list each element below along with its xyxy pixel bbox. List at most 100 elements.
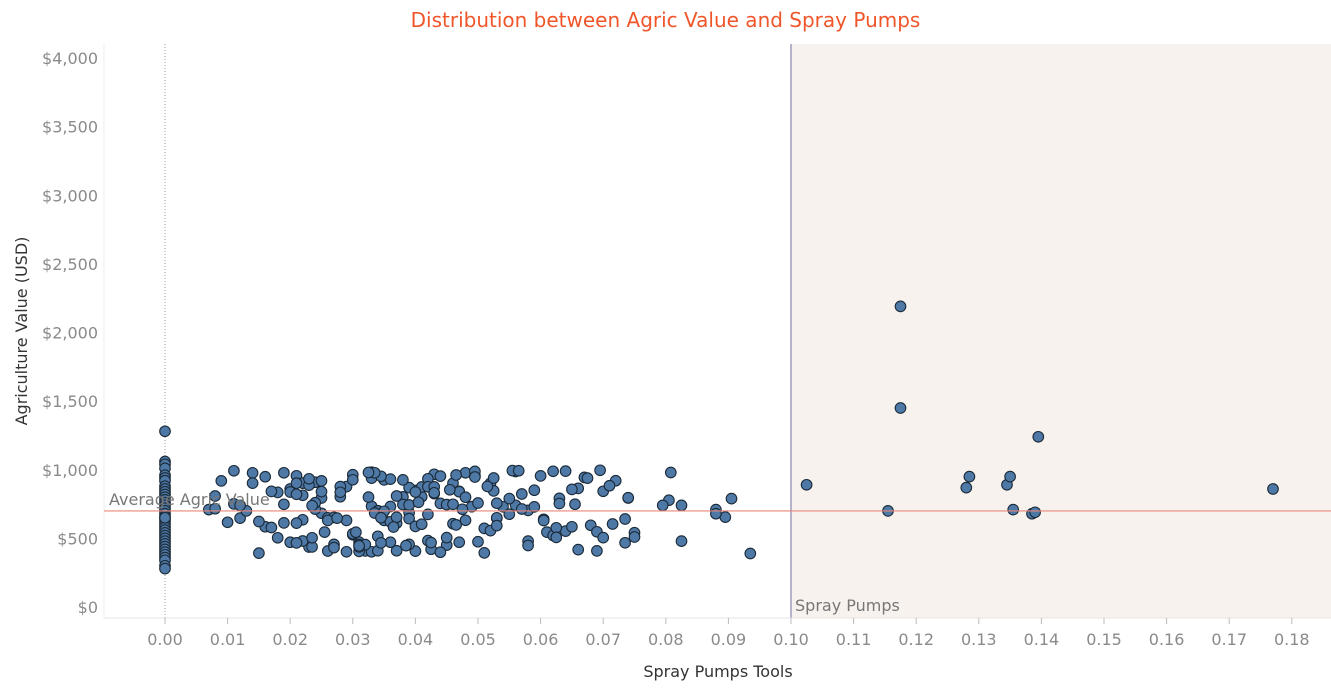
data-point <box>472 535 484 548</box>
data-point <box>656 499 669 512</box>
data-point <box>340 514 353 527</box>
data-point <box>315 485 328 498</box>
data-point <box>710 507 722 520</box>
x-tick-label: 0.07 <box>585 630 621 649</box>
data-point <box>315 475 328 487</box>
data-point <box>375 511 387 524</box>
data-point <box>306 499 318 512</box>
data-point <box>450 519 462 531</box>
data-point <box>306 531 318 544</box>
x-tick-label: 0.14 <box>1024 630 1060 649</box>
data-point <box>459 514 472 527</box>
x-tick-label: 0.04 <box>398 630 434 649</box>
data-point <box>1004 470 1016 483</box>
data-point <box>443 483 456 496</box>
data-point <box>478 547 491 559</box>
data-point <box>550 521 563 534</box>
data-point <box>490 497 503 510</box>
y-tick-label: $500 <box>57 529 98 548</box>
data-point <box>246 477 259 489</box>
y-tick-label: $2,500 <box>42 255 98 274</box>
x-tick-label: 0.16 <box>1149 630 1185 649</box>
data-point <box>664 466 677 479</box>
data-point <box>253 515 265 528</box>
data-point <box>675 535 688 547</box>
data-point <box>456 503 469 516</box>
data-point <box>265 521 278 534</box>
data-point <box>566 483 578 496</box>
x-tick-label: 0.13 <box>961 630 997 649</box>
data-point <box>434 546 447 559</box>
data-point <box>594 464 606 477</box>
y-axis-title: Agriculture Value (USD) <box>12 237 31 426</box>
data-point <box>159 511 171 524</box>
data-point <box>303 472 315 485</box>
data-point <box>290 537 303 549</box>
x-tick-label: 0.02 <box>272 630 308 649</box>
data-point <box>428 486 441 499</box>
data-point <box>894 402 907 414</box>
x-tick-label: 0.09 <box>711 630 747 649</box>
data-point <box>278 517 290 529</box>
data-point <box>550 531 563 544</box>
y-tick-label: $0 <box>78 598 98 617</box>
data-point <box>1007 503 1020 516</box>
data-point <box>390 544 403 557</box>
data-point <box>597 531 610 544</box>
x-tick-label: 0.10 <box>773 630 809 649</box>
data-point <box>221 516 234 529</box>
x-tick-label: 0.18 <box>1274 630 1310 649</box>
data-point <box>628 531 641 543</box>
y-tick-label: $1,000 <box>42 461 98 480</box>
data-point <box>159 425 171 438</box>
data-point <box>515 488 528 500</box>
data-point <box>619 513 631 525</box>
data-point <box>271 531 284 544</box>
data-point <box>472 497 484 509</box>
data-point <box>487 472 500 484</box>
data-point <box>581 472 594 484</box>
data-point <box>459 491 472 504</box>
data-point <box>450 469 462 481</box>
data-point <box>387 521 400 533</box>
spray-pumps-region <box>791 44 1331 618</box>
x-tick-label: 0.11 <box>836 630 872 649</box>
data-point <box>572 543 585 556</box>
spray-pumps-region-label: Spray Pumps <box>795 596 900 615</box>
y-tick-label: $3,500 <box>42 118 98 137</box>
data-point <box>278 498 290 511</box>
x-tick-label: 0.00 <box>147 630 183 649</box>
data-point <box>362 491 375 503</box>
data-point <box>744 547 757 560</box>
y-tick-label: $1,500 <box>42 392 98 411</box>
data-point <box>547 465 559 478</box>
data-point <box>963 470 976 483</box>
data-point <box>566 520 578 533</box>
x-tick-label: 0.06 <box>523 630 559 649</box>
data-point <box>346 473 359 486</box>
data-point <box>537 514 550 527</box>
x-axis-title: Spray Pumps Tools <box>643 662 792 681</box>
data-point <box>259 470 272 483</box>
data-point <box>415 518 428 531</box>
data-point <box>553 497 566 510</box>
data-point <box>453 536 466 549</box>
data-point <box>353 540 365 552</box>
x-axis-ticks: 0.00 0.01 0.02 0.03 0.04 0.05 0.06 0.07 0.08 0.09… <box>147 618 1310 649</box>
data-point <box>390 490 403 502</box>
data-point <box>350 526 362 539</box>
data-point <box>400 539 412 552</box>
data-point <box>591 545 603 557</box>
data-point <box>606 518 619 530</box>
data-point <box>246 467 259 479</box>
data-point <box>328 541 340 554</box>
data-point <box>725 492 738 505</box>
data-point <box>1029 506 1041 519</box>
data-point <box>481 480 494 493</box>
data-point <box>331 512 343 524</box>
x-tick-label: 0.05 <box>460 630 496 649</box>
data-point <box>619 536 631 549</box>
data-point <box>528 501 541 513</box>
data-point <box>425 536 437 549</box>
